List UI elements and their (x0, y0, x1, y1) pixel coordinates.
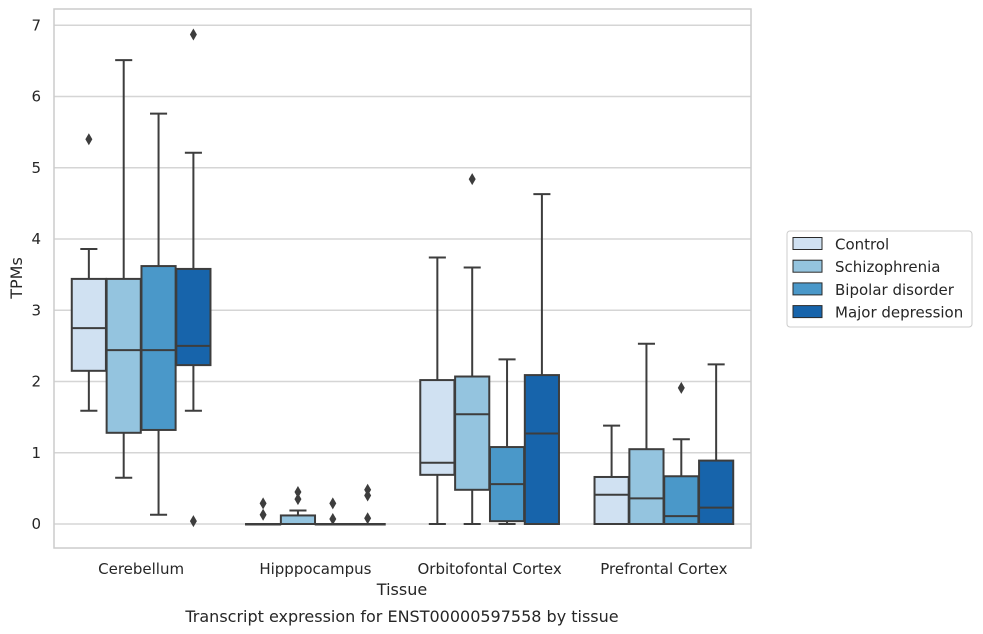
legend-swatch (792, 237, 823, 250)
box-iqr (593, 475, 630, 526)
x-tick-label: Prefrontal Cortex (600, 560, 727, 578)
legend-frame (786, 230, 973, 328)
legend-swatch (792, 259, 823, 273)
y-tick-label: 7 (31, 16, 41, 34)
box-bipolar-disorder (488, 358, 526, 525)
outlier-point (259, 497, 267, 510)
y-axis-label: TPMs (7, 257, 26, 300)
y-tick-label: 5 (31, 159, 41, 177)
box-schizophrenia (454, 173, 491, 525)
box-iqr (105, 277, 142, 434)
plot-area (70, 28, 735, 528)
legend-swatch (792, 282, 823, 296)
outlier-point (364, 483, 372, 496)
y-tick-label: 2 (31, 373, 41, 391)
box-control (419, 256, 456, 525)
y-tick-label: 6 (31, 88, 41, 106)
outlier-point (189, 515, 197, 528)
box-schizophrenia (628, 342, 665, 525)
x-axis-label: Tissue (376, 580, 427, 599)
box-iqr (175, 267, 212, 367)
outlier-point (85, 133, 93, 146)
box-control (70, 133, 107, 412)
outlier-point (189, 28, 197, 41)
box-schizophrenia (279, 485, 317, 526)
y-tick-label: 1 (31, 444, 41, 462)
outlier-point (329, 497, 337, 510)
box-iqr (140, 265, 177, 431)
legend-label: Major depression (835, 304, 963, 322)
x-tick-label: Cerebellum (98, 560, 184, 578)
legend-swatch (792, 305, 823, 319)
box-iqr (279, 514, 317, 526)
outlier-point (468, 173, 476, 186)
legend-label: Bipolar disorder (835, 281, 955, 299)
box-iqr (523, 374, 560, 525)
box-major-depression (349, 483, 386, 526)
y-tick-label: 0 (31, 515, 41, 533)
y-axis: 0 1 2 3 4 5 6 7 (31, 16, 41, 533)
box-control (245, 497, 282, 526)
outlier-point (294, 493, 302, 506)
plot-frame (53, 8, 752, 549)
box-bipolar-disorder (140, 112, 177, 516)
box-bipolar-disorder (663, 381, 700, 526)
box-control (593, 424, 630, 526)
outlier-point (259, 508, 267, 521)
box-iqr (70, 277, 107, 372)
chart-caption: Transcript expression for ENST0000059755… (184, 607, 618, 626)
outlier-point (294, 485, 302, 498)
outlier-point (364, 512, 372, 525)
y-tick-label: 4 (31, 230, 41, 248)
outlier-point (329, 513, 337, 526)
box-schizophrenia (105, 59, 142, 479)
box-major-depression (523, 193, 560, 525)
box-iqr (419, 379, 456, 476)
box-major-depression (175, 28, 212, 528)
legend: Control Schizophrenia Bipolar disorder Majo… (786, 230, 973, 328)
legend-label: Schizophrenia (835, 258, 940, 276)
legend-label: Control (835, 236, 889, 254)
y-tick-label: 3 (31, 301, 41, 319)
box-iqr (628, 448, 665, 525)
box-iqr (454, 375, 491, 491)
x-tick-label: Hipppocampus (259, 560, 371, 578)
x-axis: Cerebellum Hipppocampus Orbitofontal Corte… (98, 560, 727, 578)
box-major-depression (698, 363, 735, 525)
outlier-point (677, 381, 685, 394)
x-tick-label: Orbitofontal Cortex (418, 560, 562, 578)
box-iqr (698, 459, 735, 525)
box-bipolar-disorder (314, 497, 351, 526)
